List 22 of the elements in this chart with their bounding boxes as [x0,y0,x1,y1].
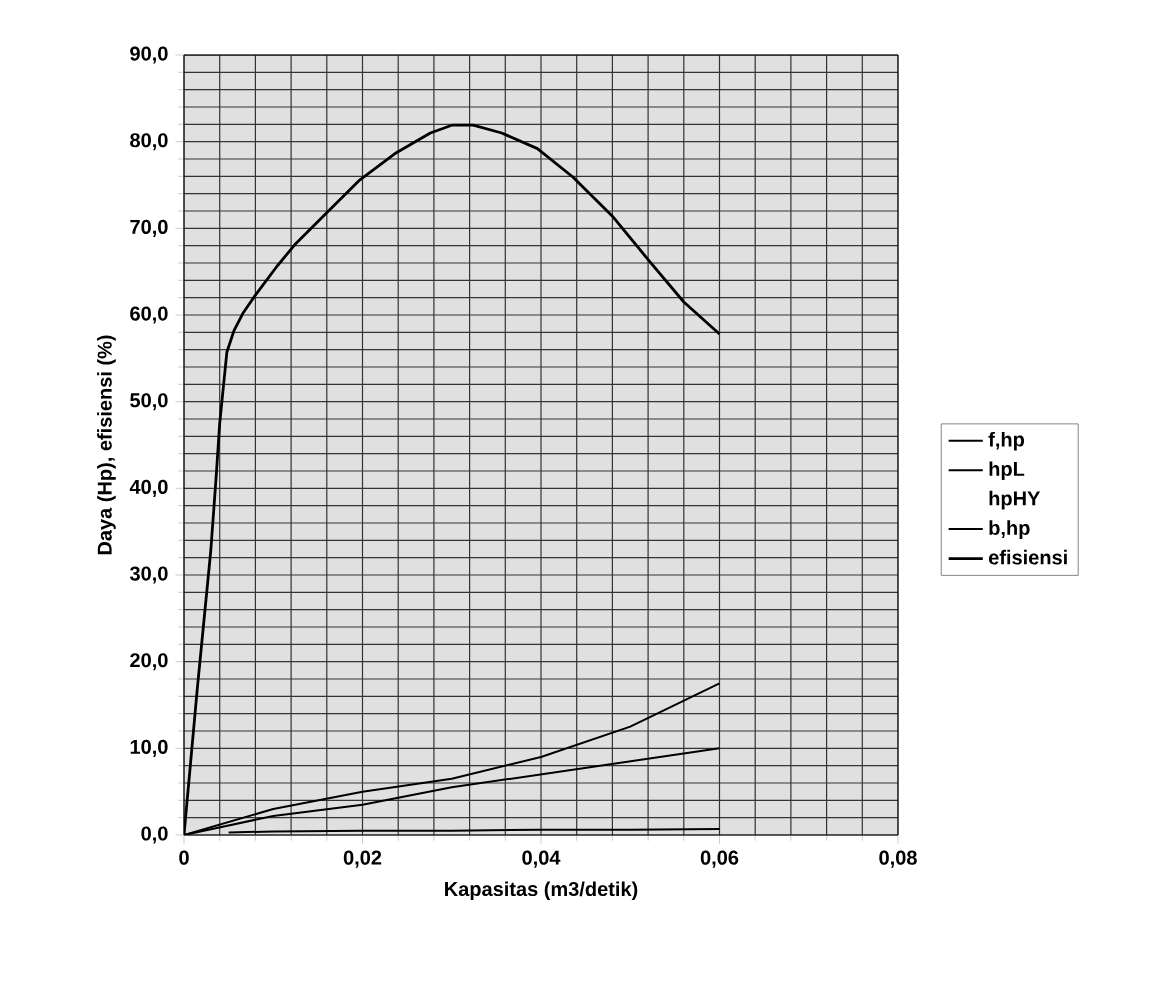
y-tick-label: 80,0 [130,133,168,151]
legend-label: efisiensi [988,549,1067,565]
legend-label: hpL [989,461,1025,481]
y-tick-label: 90,0 [130,46,168,64]
y-tick-label: 40,0 [129,479,168,497]
x-axis-title: Kapasitas (m3/detik) [445,881,638,901]
legend-label: f,hp [988,431,1025,451]
x-tick-label: 0,04 [522,850,561,868]
x-tick-label: 0,06 [700,850,739,868]
y-tick-label: 10,0 [130,739,168,757]
y-tick-label: 30,0 [129,566,168,584]
text: hpHY [989,490,1041,510]
y-axis-title: Daya (Hp), efisiensi (%) [97,335,116,555]
x-tick-label: 0 [179,850,189,865]
y-tick-label: 60,0 [130,306,168,324]
y-tick-label: 70,0 [130,219,168,237]
y-tick-label: 20,0 [130,653,168,671]
x-tick-label: 0,02 [343,850,382,868]
legend-label: b,hp [989,520,1030,539]
y-tick-label: 50,0 [130,393,168,411]
y-tick-label: 0,0 [141,826,168,844]
x-tick-label: 0,08 [879,850,917,868]
